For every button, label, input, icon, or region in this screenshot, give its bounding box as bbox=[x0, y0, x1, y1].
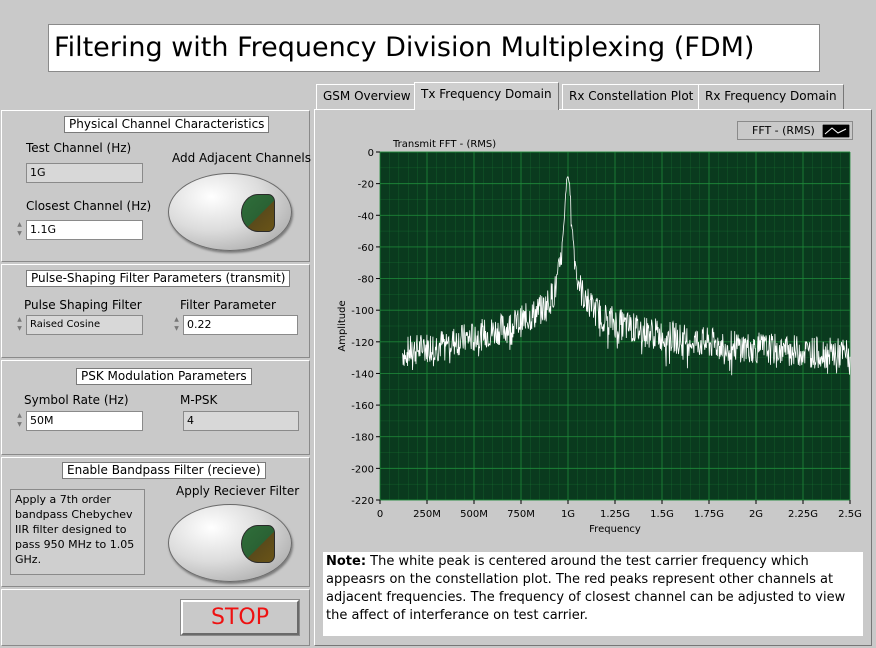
y-tick-label: -120 bbox=[351, 338, 374, 349]
x-tick-label: 1G bbox=[561, 509, 575, 520]
closest-channel-label: Closest Channel (Hz) bbox=[26, 199, 152, 213]
fft-series-line bbox=[402, 176, 851, 376]
symbol-rate-label: Symbol Rate (Hz) bbox=[24, 393, 129, 407]
y-tick-label: -20 bbox=[358, 180, 374, 191]
psk-header: PSK Modulation Parameters bbox=[76, 368, 252, 385]
tab-rx-frequency-domain[interactable]: Rx Frequency Domain bbox=[698, 84, 844, 109]
closest-channel-input[interactable]: 1.1G bbox=[26, 220, 143, 240]
psk-panel: PSK Modulation Parameters Symbol Rate (H… bbox=[1, 360, 310, 455]
x-tick-label: 750M bbox=[507, 509, 535, 520]
y-tick-label: -220 bbox=[351, 496, 374, 507]
x-tick-label: 1.75G bbox=[694, 509, 724, 520]
y-tick-label: -180 bbox=[351, 433, 374, 444]
x-tick-label: 2G bbox=[749, 509, 763, 520]
note-text: The white peak is centered around the te… bbox=[326, 554, 846, 623]
bandpass-header: Enable Bandpass Filter (recieve) bbox=[62, 462, 266, 479]
filter-parameter-input[interactable]: 0.22 bbox=[183, 315, 298, 335]
y-axis-label: Amplitude bbox=[337, 300, 348, 351]
physical-channel-header: Physical Channel Characteristics bbox=[64, 116, 270, 133]
note-box: Note: The white peak is centered around … bbox=[323, 552, 863, 636]
pulse-filter-select[interactable]: Raised Cosine bbox=[26, 315, 143, 335]
pulse-filter-label: Pulse Shaping Filter bbox=[24, 298, 142, 312]
physical-channel-panel: Physical Channel Characteristics Test Ch… bbox=[1, 110, 311, 262]
graph-frame: 0 250M 500M 750M 1G 1.25G 1.5G 1.75G 2G 2.25G 2.5G… bbox=[325, 119, 863, 539]
tab-rx-constellation-plot[interactable]: Rx Constellation Plot bbox=[562, 84, 701, 109]
chart-title: Transmit FFT - (RMS) bbox=[392, 139, 496, 150]
tab-tx-frequency-domain[interactable]: Tx Frequency Domain bbox=[414, 82, 559, 110]
mpsk-label: M-PSK bbox=[180, 393, 218, 407]
bandpass-panel: Enable Bandpass Filter (recieve) Apply a… bbox=[1, 457, 310, 587]
stop-button[interactable]: STOP bbox=[180, 599, 300, 636]
apply-filter-led-icon bbox=[241, 525, 275, 563]
y-tick-label: -40 bbox=[358, 211, 374, 222]
pulse-shaping-header: Pulse-Shaping Filter Parameters (transmi… bbox=[26, 270, 291, 287]
tab-page bbox=[314, 109, 872, 646]
adjacent-led-icon bbox=[241, 194, 275, 232]
y-tick-label: -80 bbox=[358, 275, 374, 286]
test-channel-field: 1G bbox=[26, 163, 143, 183]
add-adjacent-label: Add Adjacent Channels bbox=[172, 151, 311, 165]
y-tick-label: -200 bbox=[351, 464, 374, 475]
apply-filter-label: Apply Reciever Filter bbox=[176, 484, 300, 498]
x-tick-label: 0 bbox=[377, 509, 383, 520]
x-tick-label: 2.5G bbox=[838, 509, 862, 520]
symbol-rate-input[interactable]: 50M bbox=[26, 411, 143, 431]
bandpass-description: Apply a 7th order bandpass Chebychev IIR… bbox=[10, 489, 145, 575]
filter-parameter-label: Filter Parameter bbox=[180, 298, 276, 312]
y-tick-label: -60 bbox=[358, 243, 374, 254]
test-channel-label: Test Channel (Hz) bbox=[26, 141, 132, 155]
tx-fft-chart: 0 250M 500M 750M 1G 1.25G 1.5G 1.75G 2G 2.25G 2.5G… bbox=[325, 119, 863, 539]
y-tick-label: -140 bbox=[351, 369, 374, 380]
x-tick-label: 1.25G bbox=[600, 509, 630, 520]
tab-gsm-overview[interactable]: GSM Overview bbox=[316, 84, 418, 109]
x-tick-label: 250M bbox=[413, 509, 441, 520]
legend-swatch-icon bbox=[822, 124, 850, 138]
y-tick-label: 0 bbox=[368, 148, 374, 159]
symbol-rate-spinner-icon[interactable]: ▲ ▼ bbox=[17, 412, 22, 428]
legend-label: FFT - (RMS) bbox=[752, 124, 815, 137]
pulse-shaping-panel: Pulse-Shaping Filter Parameters (transmi… bbox=[1, 264, 310, 358]
note-bold: Note: bbox=[326, 554, 367, 569]
x-tick-label: 2.25G bbox=[788, 509, 818, 520]
filter-parameter-spinner-icon[interactable]: ▲ ▼ bbox=[174, 316, 179, 332]
x-axis-label: Frequency bbox=[589, 524, 641, 535]
legend: FFT - (RMS) bbox=[737, 121, 853, 140]
apply-filter-toggle[interactable] bbox=[168, 504, 292, 582]
x-tick-label: 500M bbox=[460, 509, 488, 520]
app-title: Filtering with Frequency Division Multip… bbox=[48, 24, 820, 72]
y-tick-label: -100 bbox=[351, 306, 374, 317]
closest-channel-spinner-icon[interactable]: ▲ ▼ bbox=[17, 221, 22, 237]
x-tick-label: 1.5G bbox=[650, 509, 674, 520]
mpsk-field: 4 bbox=[183, 411, 299, 431]
add-adjacent-toggle[interactable] bbox=[168, 173, 292, 251]
pulse-filter-spinner-icon[interactable]: ▲ ▼ bbox=[17, 316, 22, 332]
axes: 0 250M 500M 750M 1G 1.25G 1.5G 1.75G 2G 2.25G 2.5G… bbox=[351, 148, 862, 520]
y-tick-label: -160 bbox=[351, 401, 374, 412]
grid-lines bbox=[379, 151, 851, 501]
fft-trace bbox=[402, 176, 851, 376]
